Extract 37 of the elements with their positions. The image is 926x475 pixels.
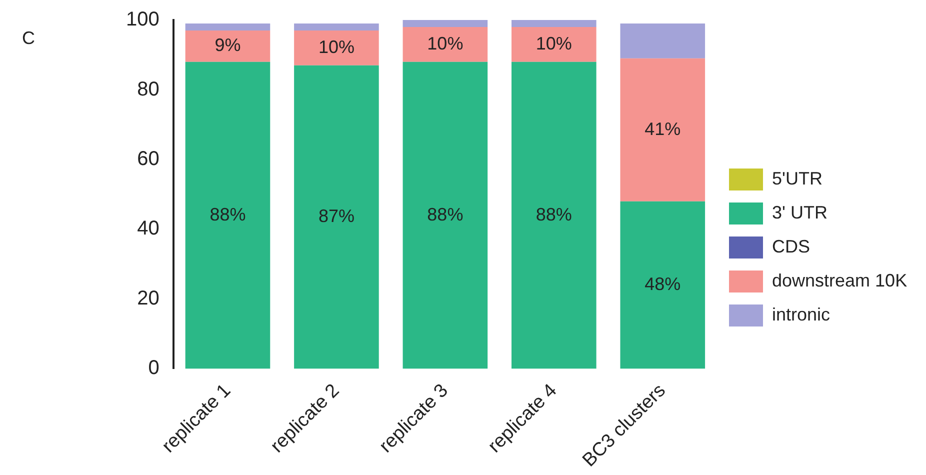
text: C bbox=[22, 28, 35, 48]
legend-label: 5'UTR bbox=[772, 168, 822, 188]
bar bbox=[512, 62, 596, 369]
y-tick-label: 60 bbox=[137, 148, 160, 170]
bar bbox=[512, 20, 596, 27]
y-tick-label: 0 bbox=[148, 357, 160, 380]
data-label: 9% bbox=[214, 35, 241, 56]
data-label: 88% bbox=[536, 204, 572, 224]
legend-label: intronic bbox=[772, 304, 830, 324]
bar bbox=[294, 30, 379, 66]
y-tick-label: 100 bbox=[126, 8, 160, 31]
legend-label: 3' UTR bbox=[772, 202, 828, 222]
data-label: 41% bbox=[644, 118, 681, 139]
bar bbox=[185, 62, 270, 369]
data-label: 10% bbox=[536, 33, 572, 54]
legend-label: downstream 10K bbox=[772, 270, 908, 290]
bar bbox=[402, 20, 488, 27]
bar bbox=[185, 23, 270, 30]
data-label: 10% bbox=[427, 33, 464, 54]
bar bbox=[620, 23, 706, 58]
legend-label: CDS bbox=[772, 236, 810, 256]
y-tick-label: 20 bbox=[137, 287, 160, 310]
bar bbox=[402, 62, 488, 369]
bar bbox=[512, 26, 596, 62]
bar bbox=[620, 58, 706, 202]
bar bbox=[402, 26, 488, 62]
bar bbox=[620, 201, 706, 369]
y-tick-label: 40 bbox=[137, 218, 160, 240]
y-tick-label: 80 bbox=[137, 78, 160, 100]
bar bbox=[294, 65, 379, 369]
data-label: 88% bbox=[210, 204, 246, 224]
bar bbox=[185, 30, 270, 62]
data-label: 88% bbox=[427, 204, 464, 224]
data-label: 10% bbox=[318, 36, 354, 57]
data-label: 48% bbox=[644, 274, 681, 294]
data-label: 87% bbox=[318, 206, 354, 226]
bar bbox=[294, 23, 379, 30]
